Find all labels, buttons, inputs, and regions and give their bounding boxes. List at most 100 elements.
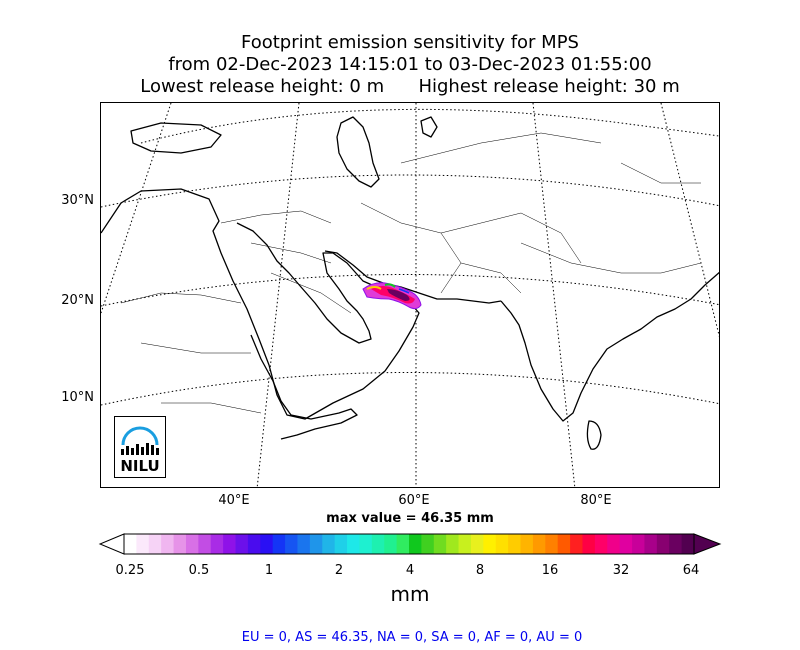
borders: [120, 132, 702, 414]
colorbar-swatch: [409, 534, 422, 554]
colorbar-tick-label: 32: [612, 563, 630, 578]
colorbar-swatch: [247, 534, 261, 554]
colorbar-swatch: [669, 534, 683, 554]
colorbar-swatch: [495, 534, 509, 554]
lon-label-80e: 80°E: [580, 493, 612, 508]
colorbar-swatch: [446, 534, 459, 554]
colorbar-extend-high: [693, 533, 722, 555]
colorbar-swatch: [681, 534, 695, 554]
coast-iran-pakistan: [324, 250, 502, 304]
coast-horn-africa: [250, 334, 358, 440]
max-value-label: max value = 46.35 mm: [326, 511, 494, 526]
colorbar-swatch: [421, 534, 435, 554]
colorbar-swatch: [223, 534, 236, 554]
colorbar-swatch: [210, 534, 224, 554]
black-sea: [130, 122, 222, 154]
colorbar-swatch: [570, 534, 583, 554]
colorbar-tick-label: 2: [334, 563, 344, 578]
colorbar-swatch: [656, 534, 670, 554]
colorbar-swatch: [136, 534, 150, 554]
colorbar-tick-label: 4: [405, 563, 415, 578]
map-canvas: [101, 103, 719, 487]
parallel-30n: [101, 174, 719, 208]
colorbar-outline: [123, 533, 695, 555]
colorbar-extend-low: [98, 533, 125, 555]
colorbar-swatch: [272, 534, 286, 554]
colorbar-tick-label: 0.5: [188, 563, 210, 578]
colorbar-tick-label: 64: [682, 563, 700, 578]
parallel-40n: [140, 108, 719, 144]
caspian-sea: [336, 116, 380, 188]
colorbar-swatch: [545, 534, 559, 554]
parallel-10n: [101, 372, 719, 406]
colorbar-unit-label: mm: [390, 582, 430, 606]
colorbar-swatch: [594, 534, 608, 554]
colorbar-swatch: [532, 534, 546, 554]
colorbar-swatch: [582, 534, 596, 554]
colorbar-swatch: [396, 534, 410, 554]
footprint-plume: [362, 282, 422, 310]
colorbar-swatch: [458, 534, 472, 554]
colorbar-swatch: [334, 534, 348, 554]
colorbar-swatch: [607, 534, 621, 554]
meridian-100e: [660, 103, 719, 338]
colorbar-swatch: [384, 534, 398, 554]
colorbar-swatch: [470, 534, 484, 554]
colorbar-swatch: [557, 534, 571, 554]
colorbar-swatch: [185, 534, 199, 554]
colorbar-swatch: [198, 534, 212, 554]
colorbar-swatch: [285, 534, 298, 554]
meridian-20e: [101, 103, 172, 314]
coastlines: [101, 116, 719, 450]
colorbar-swatch: [619, 534, 633, 554]
colorbar-swatch: [483, 534, 497, 554]
colorbar-swatch: [161, 534, 174, 554]
plume-core: [387, 289, 410, 301]
nilu-logo: NILU: [114, 416, 166, 478]
colorbar-swatch: [260, 534, 274, 554]
graticule: [101, 103, 719, 487]
colorbar-tick-label: 16: [541, 563, 559, 578]
plume-edge-green: [384, 283, 396, 288]
sri-lanka: [586, 420, 602, 450]
plume-edge-yellow: [366, 286, 382, 290]
lat-label-10n: 10°N: [61, 390, 94, 405]
lon-label-60e: 60°E: [398, 493, 430, 508]
lat-label-20n: 20°N: [61, 293, 94, 308]
title-line-3: Lowest release height: 0 m Highest relea…: [140, 76, 680, 97]
colorbar: [98, 533, 722, 555]
colorbar-swatch: [508, 534, 521, 554]
plume-edge-blue: [398, 288, 410, 294]
colorbar-swatch: [322, 534, 336, 554]
coast-india: [500, 271, 719, 422]
colorbar-swatch: [347, 534, 360, 554]
colorbar-swatch: [433, 534, 447, 554]
parallel-20n: [101, 274, 719, 307]
colorbar-tick-label: 8: [475, 563, 485, 578]
region-summary: EU = 0, AS = 46.35, NA = 0, SA = 0, AF =…: [241, 630, 583, 645]
colorbar-swatch: [148, 534, 162, 554]
lat-label-30n: 30°N: [61, 193, 94, 208]
colorbar-swatch: [124, 534, 137, 554]
colorbar-tick-label: 1: [264, 563, 274, 578]
colorbar-swatch: [371, 534, 385, 554]
aral-sea: [420, 116, 438, 138]
nilu-logo-text: NILU: [120, 457, 160, 475]
colorbar-swatch: [297, 534, 311, 554]
colorbar-swatch: [173, 534, 187, 554]
lon-label-40e: 40°E: [218, 493, 250, 508]
coast-levant-arabia: [101, 188, 420, 420]
nilu-logo-icon: [121, 426, 159, 455]
colorbar-swatch: [235, 534, 249, 554]
colorbar-swatch: [520, 534, 534, 554]
map-panel[interactable]: [100, 102, 720, 488]
title-line-2: from 02-Dec-2023 14:15:01 to 03-Dec-2023…: [168, 54, 652, 75]
colorbar-swatch: [644, 534, 658, 554]
colorbar-swatch: [632, 534, 645, 554]
colorbar-swatch: [359, 534, 373, 554]
meridian-40e: [256, 103, 300, 487]
colorbar-tick-label: 0.25: [115, 563, 145, 578]
meridian-80e: [532, 103, 576, 487]
title-line-1: Footprint emission sensitivity for MPS: [241, 32, 579, 53]
colorbar-swatch: [309, 534, 323, 554]
